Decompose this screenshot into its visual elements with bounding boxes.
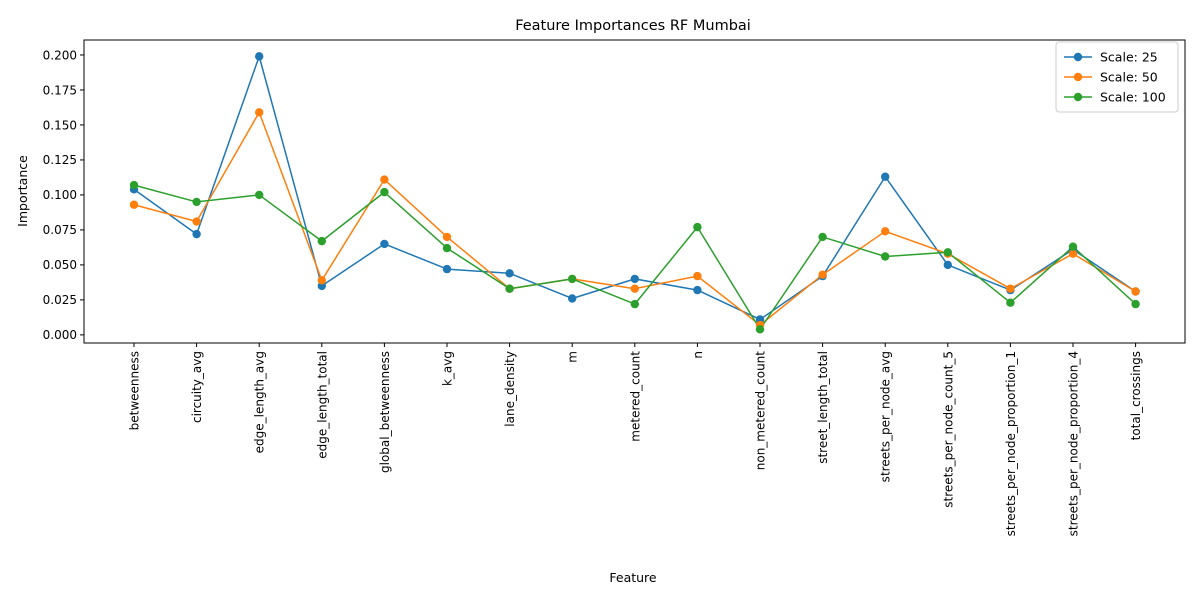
x-tick-label: streets_per_node_proportion_4: [1067, 351, 1081, 536]
y-tick-label: 0.050: [43, 258, 77, 272]
data-point: [881, 252, 890, 261]
x-tick-label: streets_per_node_avg: [879, 351, 893, 482]
y-tick-label: 0.125: [43, 153, 77, 167]
y-tick-label: 0.175: [43, 83, 77, 97]
data-point: [442, 243, 452, 253]
legend-label: Scale: 25: [1100, 50, 1158, 65]
data-point: [630, 274, 639, 284]
x-tick-label: non_metered_count: [754, 351, 768, 471]
x-tick-label: total_crossings: [1129, 351, 1143, 440]
x-axis-label: Feature: [609, 570, 657, 585]
data-point: [943, 260, 952, 270]
data-point: [693, 222, 702, 232]
y-tick-label: 0.025: [43, 293, 77, 307]
data-point: [568, 294, 577, 303]
data-point: [818, 232, 827, 242]
data-point: [192, 197, 201, 207]
x-tick-label: edge_length_avg: [253, 351, 267, 453]
data-point: [442, 232, 452, 242]
data-point: [129, 180, 139, 190]
legend-marker: [1073, 52, 1083, 62]
y-tick-label: 0.100: [43, 188, 77, 202]
plot-frame: [83, 39, 1186, 344]
x-axis-ticks: betweenness circuity_avg edge_length_avg ed…: [128, 343, 1143, 536]
data-point: [943, 248, 952, 257]
legend-label: Scale: 50: [1100, 70, 1158, 85]
data-point: [255, 190, 264, 200]
data-point: [1068, 242, 1078, 251]
x-tick-label: k_avg: [441, 351, 455, 386]
x-tick-label: street_length_total: [816, 351, 830, 464]
x-tick-label: streets_per_node_proportion_1: [1004, 351, 1018, 536]
x-tick-label: n: [691, 351, 705, 359]
data-point: [568, 274, 577, 284]
x-tick-label: lane_density: [503, 351, 517, 427]
data-point: [1006, 284, 1015, 293]
data-point: [1131, 299, 1140, 309]
data-point: [881, 227, 890, 236]
y-tick-label: 0.200: [43, 48, 77, 62]
legend-marker: [1073, 72, 1083, 82]
y-tick-label: 0.000: [43, 328, 77, 342]
x-tick-label: metered_count: [628, 351, 642, 442]
x-tick-label: edge_length_total: [315, 351, 329, 459]
data-point: [1006, 298, 1015, 307]
data-point: [442, 264, 452, 274]
data-point: [505, 269, 514, 278]
data-point: [380, 187, 389, 197]
y-axis-ticks: 0.000 0.025 0.050 0.075 0.100 0.125 0.150 0.175…: [43, 48, 84, 342]
chart-title: Feature Importances RF Mumbai: [515, 18, 751, 34]
data-point: [1068, 249, 1078, 258]
data-point: [380, 175, 389, 184]
data-point: [630, 284, 639, 293]
data-point: [1131, 287, 1140, 296]
x-tick-label: streets_per_node_count_5: [941, 351, 955, 508]
data-point: [380, 239, 389, 249]
legend-box: [1055, 41, 1179, 113]
data-point: [818, 270, 827, 279]
legend: Scale: 25 Scale: 50 Scale: 100: [1055, 41, 1179, 113]
x-tick-label: global_betweenness: [378, 351, 392, 473]
y-tick-label: 0.075: [43, 223, 77, 237]
x-tick-label: betweenness: [128, 351, 142, 430]
x-tick-label: m: [566, 351, 580, 363]
legend-label: Scale: 100: [1100, 90, 1166, 105]
data-point: [693, 271, 702, 281]
data-point: [881, 172, 890, 181]
y-axis-label: Importance: [15, 155, 30, 227]
data-point: [693, 285, 702, 295]
data-point: [755, 325, 765, 334]
series-points: [129, 52, 1140, 334]
data-point: [317, 236, 326, 246]
data-point: [192, 229, 201, 239]
data-point: [129, 200, 139, 209]
data-point: [192, 217, 201, 226]
legend-marker: [1073, 92, 1083, 102]
data-point: [505, 284, 514, 293]
data-point: [255, 108, 264, 117]
y-tick-label: 0.150: [43, 118, 77, 132]
data-point: [255, 52, 264, 61]
data-point: [630, 299, 639, 309]
data-point: [317, 276, 326, 285]
x-tick-label: circuity_avg: [190, 351, 204, 423]
